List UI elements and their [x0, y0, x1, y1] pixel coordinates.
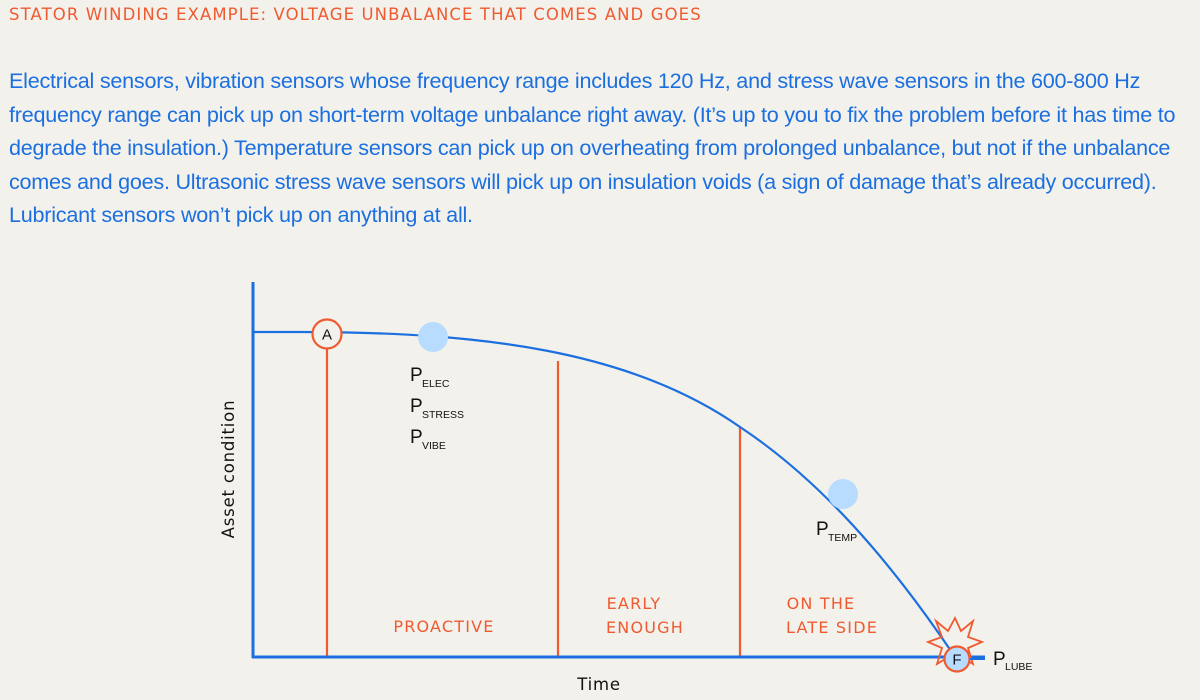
svg-text:P: P	[993, 649, 1006, 670]
point-a-label: A	[322, 327, 332, 344]
sensor-label-lube: P LUBE	[970, 649, 1032, 673]
y-axis-label: Asset condition	[219, 400, 238, 539]
page-heading: STATOR WINDING EXAMPLE: VOLTAGE UNBALANC…	[9, 5, 702, 24]
sensor-label-vibe: P VIBE	[410, 427, 446, 452]
description-text: Electrical sensors, vibration sensors wh…	[9, 68, 1176, 227]
sensor-label-stress: P STRESS	[410, 396, 464, 421]
point-f-label: F	[952, 652, 961, 669]
phase-label-late-line1: ON THE	[787, 594, 856, 613]
point-a-marker: A	[311, 318, 343, 350]
failure-burst-icon	[925, 615, 985, 667]
phase-label-late-line2: LATE SIDE	[786, 618, 878, 637]
x-axis-label: Time	[576, 675, 621, 694]
sensor-label-temp: P TEMP	[816, 519, 857, 544]
svg-text:P: P	[816, 519, 829, 540]
svg-text:TEMP: TEMP	[828, 532, 857, 544]
svg-text:LUBE: LUBE	[1005, 661, 1032, 673]
phase-label-proactive: PROACTIVE	[393, 617, 494, 636]
detection-point-elec-stress-vibe	[418, 322, 448, 352]
svg-text:VIBE: VIBE	[422, 440, 446, 452]
sensor-label-elec: P ELEC	[410, 365, 450, 390]
svg-text:P: P	[410, 396, 423, 417]
detection-point-temp	[828, 479, 858, 509]
svg-text:ELEC: ELEC	[422, 378, 450, 390]
phase-label-early-line1: EARLY	[607, 594, 662, 613]
point-f-marker: F	[943, 645, 971, 673]
svg-text:P: P	[410, 365, 423, 386]
phase-label-early-line2: ENOUGH	[606, 618, 684, 637]
svg-text:P: P	[410, 427, 423, 448]
svg-text:STRESS: STRESS	[422, 409, 464, 421]
